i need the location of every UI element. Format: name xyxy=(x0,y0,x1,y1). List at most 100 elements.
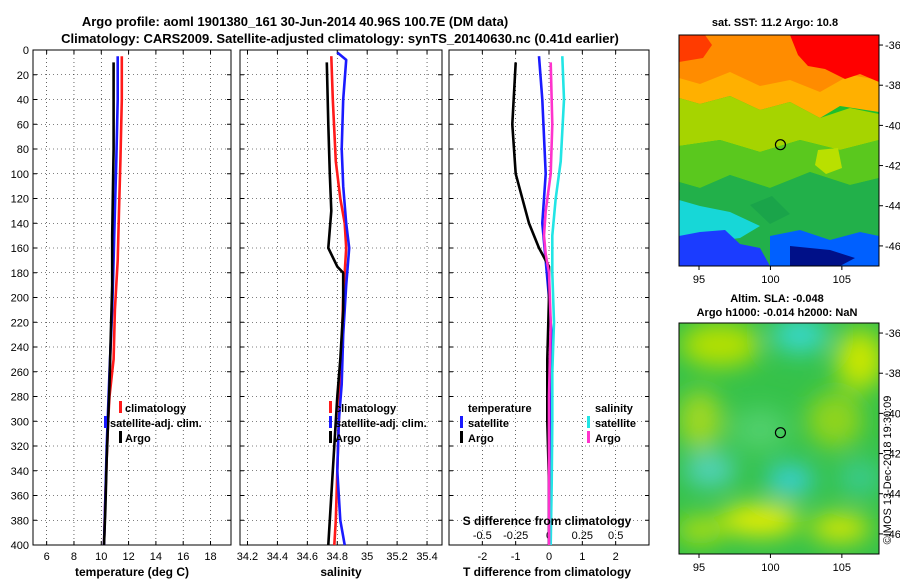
y-tick-label: 220 xyxy=(11,317,29,329)
map-x-tick-label: 95 xyxy=(693,562,705,574)
map-y-tick-label: -44 xyxy=(885,201,900,213)
y-tick-label: 360 xyxy=(11,491,29,503)
y-tick-label: 280 xyxy=(11,392,29,404)
y-tick-label: 340 xyxy=(11,466,29,478)
legend-s-satellite-swatch xyxy=(587,416,590,428)
x-tick-label: 12 xyxy=(122,551,134,563)
sst-map-frame xyxy=(678,34,880,267)
sst-field xyxy=(679,35,879,266)
s-diff-tick-label: -0.5 xyxy=(473,530,492,542)
y-tick-label: 380 xyxy=(11,515,29,527)
y-tick-label: 400 xyxy=(11,540,29,552)
sla-field xyxy=(679,323,879,554)
x-tick-label: 0 xyxy=(546,551,552,563)
x-tick-label: 16 xyxy=(177,551,189,563)
map-y-tick-label: -42 xyxy=(885,161,900,173)
map-x-tick-label: 100 xyxy=(761,274,779,286)
x-tick-label: 1 xyxy=(579,551,585,563)
series-line-argo xyxy=(325,62,345,546)
map-y-tick-label: -36 xyxy=(885,328,900,340)
map-x-tick-label: 95 xyxy=(693,274,705,286)
y-tick-label: 120 xyxy=(11,194,29,206)
map-x-tick-label: 105 xyxy=(833,562,851,574)
x-tick-label: -1 xyxy=(511,551,521,563)
legend-satellite-swatch xyxy=(329,416,332,428)
x-tick-label: -2 xyxy=(477,551,487,563)
series-line-salinity-argo xyxy=(542,62,554,545)
sst-map-title: sat. SST: 11.2 Argo: 10.8 xyxy=(712,17,838,29)
legend-s-argo-swatch xyxy=(587,431,590,443)
legend-salinity-title: salinity xyxy=(595,403,634,415)
map-x-tick-label: 105 xyxy=(833,274,851,286)
x-tick-label: 18 xyxy=(204,551,216,563)
map-y-tick-label: -40 xyxy=(885,120,900,132)
x-tick-label: 34.6 xyxy=(297,551,318,563)
map-y-tick-label: -42 xyxy=(885,449,900,461)
x-tick-label: 34.4 xyxy=(267,551,288,563)
sst-map-panel: sat. SST: 11.2 Argo: 10.8 95 100 105 -36 -38… xyxy=(678,17,900,286)
map-y-tick-label: -38 xyxy=(885,80,900,92)
map-y-tick-label: -44 xyxy=(885,489,900,501)
timestamp-watermark: ©IMOS 13-Dec-2018 19:30:09 xyxy=(882,396,894,545)
y-tick-label: 100 xyxy=(11,169,29,181)
x-tick-label: 34.8 xyxy=(327,551,348,563)
sla-map-title: Altim. SLA: -0.048 xyxy=(730,293,824,305)
y-tick-label: 260 xyxy=(11,367,29,379)
series-line-argo xyxy=(102,62,115,546)
legend-climatology-swatch xyxy=(329,401,332,413)
s-diff-tick-label: 0.25 xyxy=(572,530,593,542)
map-y-tick-label: -38 xyxy=(885,368,900,380)
x-tick-label: 35 xyxy=(361,551,373,563)
legend-climatology-label: climatology xyxy=(335,403,397,415)
map-y-tick-label: -36 xyxy=(885,40,900,52)
legend-t-argo-swatch xyxy=(460,431,463,443)
legend-argo-swatch xyxy=(119,431,122,443)
salinity-xlabel: salinity xyxy=(320,565,362,579)
x-tick-label: 8 xyxy=(71,551,77,563)
legend-argo-swatch xyxy=(329,431,332,443)
salinity-difference-label: S difference from climatology xyxy=(463,514,632,528)
y-tick-label: 200 xyxy=(11,293,29,305)
difference-legend-salinity: salinity satellite Argo xyxy=(587,403,636,445)
difference-xlabel: T difference from climatology xyxy=(463,565,631,579)
map-y-tick-label: -40 xyxy=(885,408,900,420)
legend-argo-label: Argo xyxy=(335,433,361,445)
legend-t-satellite-label: satellite xyxy=(468,418,509,430)
difference-panel: -2 -1 0 1 2 -0.5 -0.25 0 0.25 0.5 T difference f… xyxy=(448,49,650,579)
s-diff-tick-label: -0.25 xyxy=(503,530,528,542)
legend-temperature-title: temperature xyxy=(468,403,532,415)
y-tick-label: 300 xyxy=(11,416,29,428)
y-tick-label: 320 xyxy=(11,441,29,453)
difference-legend-temperature: temperature satellite Argo xyxy=(460,403,532,445)
temperature-legend: climatology satellite-adj. clim. Argo xyxy=(104,401,202,445)
x-tick-label: 10 xyxy=(95,551,107,563)
y-tick-label: 160 xyxy=(11,243,29,255)
y-tick-label: 80 xyxy=(17,144,29,156)
x-tick-label: 35.4 xyxy=(416,551,437,563)
legend-satellite-label: satellite-adj. clim. xyxy=(110,418,202,430)
x-tick-label: 34.2 xyxy=(237,551,258,563)
sla-map-subtitle: Argo h1000: -0.014 h2000: NaN xyxy=(697,307,858,319)
y-tick-label: 40 xyxy=(17,95,29,107)
legend-climatology-swatch xyxy=(119,401,122,413)
x-tick-label: 6 xyxy=(44,551,50,563)
figure-title-line2: Climatology: CARS2009. Satellite-adjuste… xyxy=(61,31,619,46)
salinity-legend: climatology satellite-adj. clim. Argo xyxy=(329,401,427,445)
temperature-panel: 0 20 40 60 80 100 120 140 160 180 200 220 240 260 280 3… xyxy=(11,45,232,579)
sla-argo-position-marker xyxy=(774,427,787,439)
y-tick-label: 240 xyxy=(11,342,29,354)
map-x-tick-label: 100 xyxy=(761,562,779,574)
series-line-satellite-adj-clim- xyxy=(335,51,351,546)
salinity-panel: 34.2 34.4 34.6 34.8 35 35.2 35.4 salinity clim… xyxy=(237,49,443,579)
x-tick-label: 2 xyxy=(613,551,619,563)
y-tick-label: 0 xyxy=(23,45,29,57)
s-diff-tick-label: 0.5 xyxy=(608,530,623,542)
legend-t-satellite-swatch xyxy=(460,416,463,428)
legend-satellite-label: satellite-adj. clim. xyxy=(335,418,427,430)
sla-map-frame xyxy=(678,322,880,555)
map-y-tick-label: -46 xyxy=(885,241,900,253)
y-tick-label: 20 xyxy=(17,70,29,82)
y-tick-label: 180 xyxy=(11,268,29,280)
x-tick-label: 35.2 xyxy=(386,551,407,563)
